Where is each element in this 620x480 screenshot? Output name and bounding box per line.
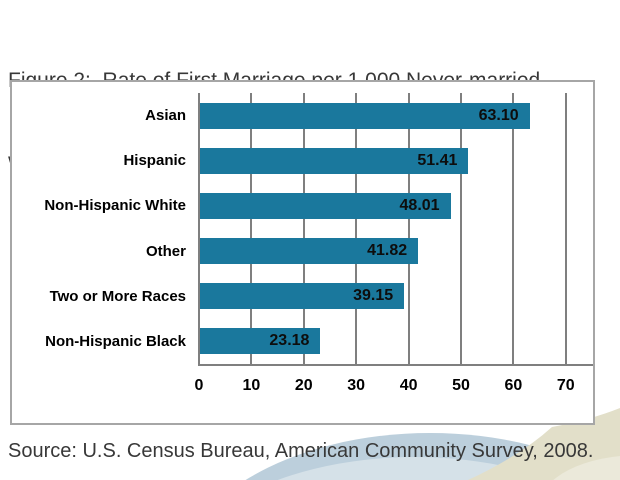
- bar-value-label: 23.18: [269, 332, 310, 350]
- pond-beige-shape: [468, 408, 620, 480]
- bar: 51.41: [200, 147, 469, 174]
- category-label: Asian: [145, 107, 186, 125]
- gridline-60: [512, 93, 515, 366]
- pond-beige-light-shape: [553, 456, 620, 480]
- bar: 41.82: [200, 238, 419, 265]
- gridline-20: [302, 93, 305, 366]
- bar-value-label: 51.41: [417, 151, 458, 169]
- category-label: Non-Hispanic Black: [45, 332, 186, 350]
- chart-frame: 0 10 20 30 40 50 60 70 Asian 63.10 Hispanic 51.41 No…: [10, 80, 595, 425]
- category-label: Non-Hispanic White: [44, 197, 186, 215]
- x-tick-label-70: 70: [556, 377, 575, 394]
- bar-value-label: 39.15: [353, 287, 394, 305]
- bar-value-label: 41.82: [367, 242, 408, 260]
- x-tick-label-60: 60: [504, 377, 523, 394]
- bar: 23.18: [200, 328, 321, 355]
- bar-value-label: 48.01: [399, 196, 440, 214]
- bar: 48.01: [200, 192, 451, 219]
- x-axis-line: [198, 364, 593, 366]
- x-tick-label-0: 0: [194, 377, 204, 394]
- gridline-10: [250, 93, 253, 366]
- gridline-70: [564, 93, 567, 366]
- x-tick-label-20: 20: [294, 377, 313, 394]
- x-tick-label-50: 50: [452, 377, 470, 394]
- x-tick-label-30: 30: [347, 377, 366, 394]
- x-tick-label-40: 40: [399, 377, 418, 394]
- gridline-30: [355, 93, 358, 366]
- source-note: Source: U.S. Census Bureau, American Com…: [8, 440, 594, 462]
- plot-area: 0 10 20 30 40 50 60 70 Asian 63.10 Hispanic 51.41 No…: [12, 82, 593, 423]
- bar: 63.10: [200, 102, 530, 129]
- category-label: Hispanic: [123, 152, 186, 170]
- bar: 39.15: [200, 283, 405, 310]
- y-axis-line: [198, 93, 200, 366]
- category-label: Other: [145, 242, 186, 260]
- category-label: Two or More Races: [49, 287, 186, 305]
- x-tick-label-10: 10: [242, 377, 261, 394]
- gridline-40: [407, 93, 410, 366]
- gridline-50: [460, 93, 462, 366]
- bar-value-label: 63.10: [478, 106, 519, 124]
